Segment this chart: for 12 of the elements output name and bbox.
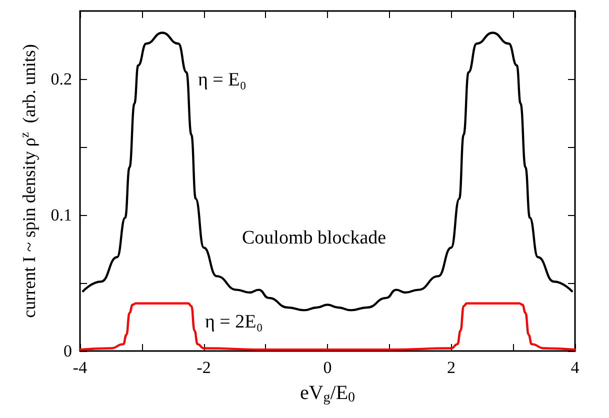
x-tick-label: 2 — [447, 358, 456, 377]
annotation: η = E₀ — [198, 70, 246, 90]
x-tick-label: 0 — [323, 358, 332, 377]
y-tick-label: 0 — [64, 342, 72, 360]
x-tick-label: -4 — [72, 358, 88, 377]
y-tick-label: 0.1 — [50, 206, 72, 224]
y-axis-title: current I ~ spin density ρz (arb. units) — [18, 44, 39, 318]
annotation: η = 2E₀ — [205, 312, 263, 332]
x-tick-label: 4 — [570, 358, 580, 377]
y-tick-label: 0.2 — [50, 70, 72, 88]
x-tick-label: -2 — [196, 358, 211, 377]
annotation: Coulomb blockade — [242, 228, 386, 248]
